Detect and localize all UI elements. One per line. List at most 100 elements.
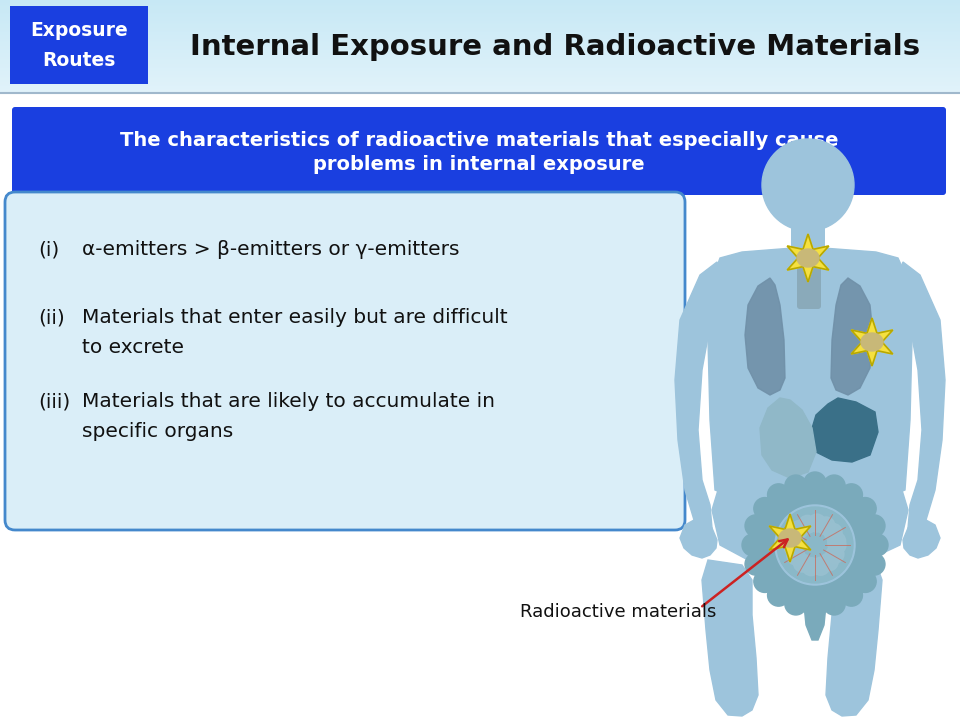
Bar xyxy=(0,61,960,62)
Circle shape xyxy=(790,521,808,539)
Bar xyxy=(0,50,960,51)
Bar xyxy=(0,52,960,53)
Circle shape xyxy=(854,498,876,520)
Bar xyxy=(0,65,960,66)
Circle shape xyxy=(863,553,885,575)
Polygon shape xyxy=(680,520,717,558)
Bar xyxy=(0,30,960,31)
Bar xyxy=(0,24,960,25)
Polygon shape xyxy=(769,514,811,562)
Bar xyxy=(0,51,960,52)
Bar xyxy=(0,29,960,30)
Polygon shape xyxy=(675,262,724,530)
Bar xyxy=(0,13,960,14)
Bar xyxy=(0,15,960,16)
Bar xyxy=(0,93,960,720)
Bar xyxy=(0,57,960,58)
Bar xyxy=(0,45,960,46)
Text: The characteristics of radioactive materials that especially cause: The characteristics of radioactive mater… xyxy=(120,130,838,150)
Bar xyxy=(0,78,960,79)
Polygon shape xyxy=(831,278,873,395)
Text: Routes: Routes xyxy=(42,50,116,70)
Circle shape xyxy=(762,139,854,231)
Circle shape xyxy=(823,593,845,615)
Bar xyxy=(0,18,960,19)
Circle shape xyxy=(785,528,804,546)
Polygon shape xyxy=(810,398,878,462)
Bar xyxy=(0,84,960,85)
Circle shape xyxy=(754,570,776,593)
Bar xyxy=(0,75,960,76)
Ellipse shape xyxy=(779,529,801,547)
Polygon shape xyxy=(712,490,908,570)
Bar xyxy=(0,14,960,15)
Bar xyxy=(0,8,960,9)
Bar xyxy=(0,70,960,71)
Bar xyxy=(0,79,960,80)
Circle shape xyxy=(784,538,803,556)
Circle shape xyxy=(812,557,829,575)
Bar xyxy=(0,87,960,88)
Bar xyxy=(0,11,960,12)
Text: α-emitters > β-emitters or γ-emitters: α-emitters > β-emitters or γ-emitters xyxy=(82,240,460,259)
Bar xyxy=(0,85,960,86)
Bar xyxy=(0,19,960,20)
Bar xyxy=(0,27,960,28)
Circle shape xyxy=(866,534,888,556)
Bar xyxy=(0,1,960,2)
Bar xyxy=(0,23,960,24)
Bar xyxy=(0,53,960,54)
Ellipse shape xyxy=(805,202,835,228)
FancyBboxPatch shape xyxy=(5,192,685,530)
Text: Exposure: Exposure xyxy=(30,20,128,40)
Bar xyxy=(0,86,960,87)
Bar xyxy=(0,76,960,77)
Circle shape xyxy=(793,554,811,572)
Circle shape xyxy=(823,475,845,497)
Circle shape xyxy=(768,484,789,506)
Bar xyxy=(0,73,960,74)
Bar xyxy=(0,63,960,64)
Text: Materials that are likely to accumulate in: Materials that are likely to accumulate … xyxy=(82,392,495,411)
Bar xyxy=(0,64,960,65)
Text: problems in internal exposure: problems in internal exposure xyxy=(313,156,645,174)
Polygon shape xyxy=(903,520,940,558)
Bar xyxy=(0,36,960,37)
Circle shape xyxy=(840,484,862,506)
Bar xyxy=(0,7,960,8)
FancyBboxPatch shape xyxy=(797,265,821,309)
Bar xyxy=(0,0,960,1)
Bar xyxy=(0,42,960,43)
Bar xyxy=(0,40,960,41)
Bar xyxy=(0,48,960,49)
Bar xyxy=(0,28,960,29)
Circle shape xyxy=(863,515,885,537)
Bar xyxy=(0,10,960,11)
Bar xyxy=(0,82,960,83)
Circle shape xyxy=(785,475,806,497)
Polygon shape xyxy=(852,318,893,366)
Bar xyxy=(0,21,960,22)
Text: Materials that enter easily but are difficult: Materials that enter easily but are diff… xyxy=(82,308,508,327)
Text: specific organs: specific organs xyxy=(82,422,233,441)
Bar xyxy=(0,44,960,45)
Bar xyxy=(0,89,960,90)
Text: (i): (i) xyxy=(38,240,60,259)
Bar xyxy=(0,58,960,59)
Bar xyxy=(0,3,960,4)
Circle shape xyxy=(785,593,806,615)
Bar xyxy=(0,91,960,92)
FancyBboxPatch shape xyxy=(10,6,148,84)
Bar xyxy=(0,46,960,47)
Bar xyxy=(0,55,960,56)
Circle shape xyxy=(775,505,855,585)
FancyBboxPatch shape xyxy=(12,107,946,195)
Bar xyxy=(0,59,960,60)
Circle shape xyxy=(828,536,846,554)
Polygon shape xyxy=(896,262,945,530)
Bar xyxy=(0,72,960,73)
Bar xyxy=(0,74,960,75)
Bar xyxy=(0,47,960,48)
Circle shape xyxy=(804,596,826,618)
Bar xyxy=(0,33,960,34)
